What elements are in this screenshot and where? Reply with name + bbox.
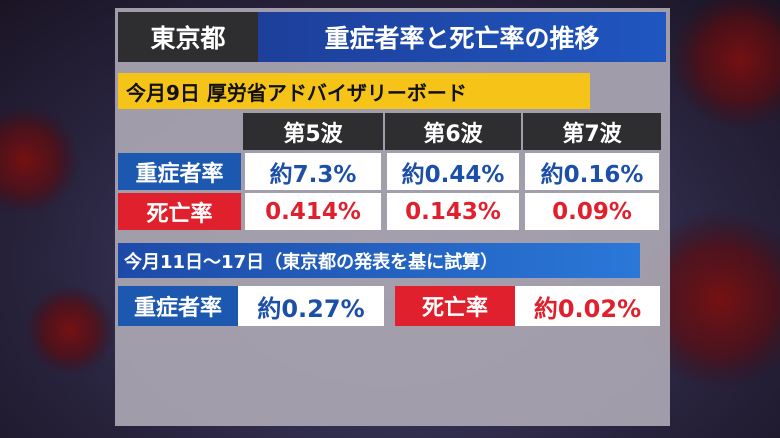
column-header: 第6波 (385, 113, 521, 150)
cell: 約7.3% (245, 153, 381, 190)
column-header: 第5波 (243, 113, 383, 150)
item-value: 約0.27% (238, 286, 384, 326)
cell: 0.09% (525, 193, 659, 230)
cell: 0.143% (387, 193, 519, 230)
cell: 0.414% (245, 193, 381, 230)
row-label: 重症者率 (118, 153, 241, 190)
cell: 約0.16% (525, 153, 659, 190)
cell: 約0.44% (387, 153, 519, 190)
virus (670, 0, 780, 130)
item-label: 死亡率 (395, 286, 515, 326)
region-label: 東京都 (118, 12, 258, 62)
section-title: 今月11日～17日（東京都の発表を基に試算） (118, 243, 640, 278)
header-title: 重症者率と死亡率の推移 (258, 12, 666, 62)
section-title: 今月9日 厚労省アドバイザリーボード (118, 73, 590, 109)
virus (25, 285, 115, 375)
column-header: 第7波 (523, 113, 661, 150)
virus (0, 105, 80, 215)
item-value: 約0.02% (515, 286, 660, 326)
row-label: 死亡率 (118, 193, 241, 230)
item-label: 重症者率 (118, 286, 238, 326)
